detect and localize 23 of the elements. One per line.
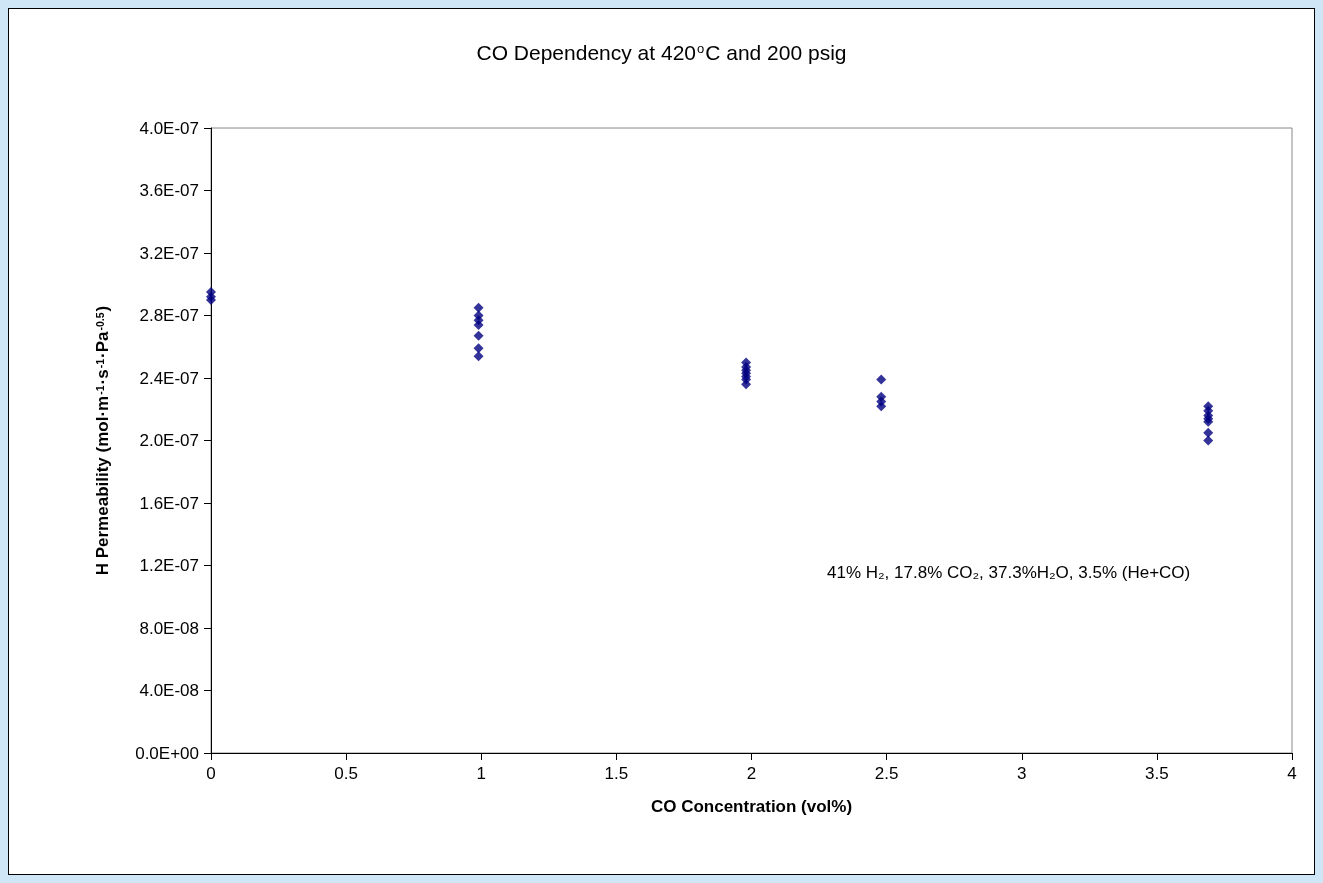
y-tick-label: 2.0E-07 [139, 431, 199, 450]
annotation: 41% H₂, 17.8% CO₂, 37.3%H₂O, 3.5% (He+CO) [827, 563, 1191, 582]
y-tick-label: 2.4E-07 [139, 368, 199, 388]
y-tick-label: 8.0E-08 [139, 618, 199, 638]
x-tick-label: 3 [1017, 764, 1027, 783]
y-tick-label: 3.2E-07 [139, 243, 199, 263]
x-tick-label: 0.5 [334, 764, 358, 783]
x-tick-label: 1 [476, 764, 486, 783]
x-tick-label: 0 [206, 764, 216, 783]
x-axis-title: CO Concentration (vol%) [650, 797, 853, 816]
x-tick-label: 2.5 [874, 764, 899, 783]
y-tick-label: 1.6E-07 [139, 493, 199, 513]
x-tick-label: 2 [746, 764, 757, 783]
y-tick-label: 3.6E-07 [139, 181, 199, 200]
x-tick-label: 4 [1287, 764, 1297, 783]
x-tick-label: 1.5 [604, 764, 629, 783]
y-tick-label: 0.0E+00 [135, 743, 199, 763]
y-tick-label: 1.2E-07 [139, 556, 199, 575]
y-tick-label: 2.8E-07 [139, 306, 199, 325]
y-tick-label: 4.0E-08 [139, 681, 199, 700]
y-axis-title: H Permeability (mol·m-1·s-1·Pa-0.5) [93, 305, 112, 576]
x-tick-label: 3.5 [1145, 764, 1169, 783]
y-tick-label: 4.0E-07 [139, 118, 199, 138]
